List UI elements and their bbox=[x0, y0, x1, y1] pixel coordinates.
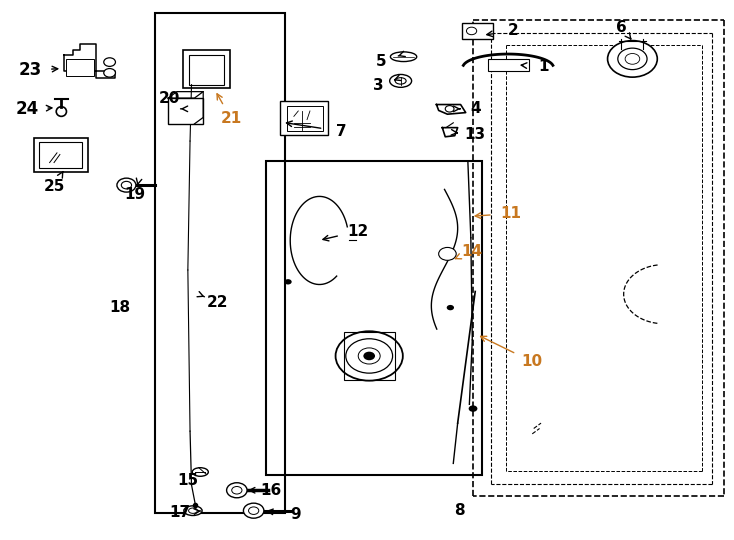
Ellipse shape bbox=[184, 506, 202, 516]
Circle shape bbox=[227, 483, 247, 498]
Circle shape bbox=[117, 178, 136, 192]
Bar bbox=[189, 55, 224, 85]
Circle shape bbox=[363, 352, 375, 360]
Text: 20: 20 bbox=[159, 91, 181, 106]
Bar bbox=[280, 102, 328, 134]
Text: 17: 17 bbox=[170, 505, 190, 521]
Circle shape bbox=[335, 331, 403, 381]
Bar bbox=[286, 106, 323, 131]
Bar bbox=[488, 59, 528, 71]
Text: 24: 24 bbox=[15, 100, 39, 118]
Circle shape bbox=[103, 58, 115, 66]
Circle shape bbox=[608, 40, 657, 77]
Circle shape bbox=[468, 406, 477, 412]
Circle shape bbox=[439, 247, 457, 260]
Bar bbox=[66, 59, 93, 76]
Circle shape bbox=[103, 69, 115, 77]
Text: 11: 11 bbox=[501, 206, 522, 221]
Text: 7: 7 bbox=[336, 124, 346, 139]
Text: 15: 15 bbox=[178, 473, 198, 488]
Text: 16: 16 bbox=[260, 483, 281, 498]
Text: 8: 8 bbox=[454, 503, 465, 518]
Text: 19: 19 bbox=[125, 187, 146, 202]
Text: 25: 25 bbox=[43, 179, 65, 194]
Bar bbox=[155, 13, 285, 513]
Ellipse shape bbox=[57, 107, 67, 116]
Text: 6: 6 bbox=[616, 19, 627, 35]
Ellipse shape bbox=[390, 75, 412, 87]
Ellipse shape bbox=[390, 52, 417, 62]
Text: 21: 21 bbox=[220, 111, 241, 126]
Text: 12: 12 bbox=[347, 224, 368, 239]
Text: 2: 2 bbox=[508, 23, 519, 38]
Text: 18: 18 bbox=[109, 300, 131, 315]
Text: 14: 14 bbox=[461, 244, 482, 259]
Text: 4: 4 bbox=[470, 102, 481, 116]
Text: 23: 23 bbox=[19, 61, 43, 79]
Text: 3: 3 bbox=[374, 78, 384, 93]
Bar bbox=[344, 332, 395, 380]
Text: 22: 22 bbox=[207, 295, 228, 310]
Ellipse shape bbox=[192, 468, 208, 476]
Bar bbox=[168, 98, 203, 124]
Bar bbox=[40, 142, 81, 168]
Text: 5: 5 bbox=[377, 54, 387, 69]
Circle shape bbox=[358, 348, 380, 364]
Bar bbox=[34, 138, 88, 172]
Circle shape bbox=[244, 503, 264, 518]
Text: 10: 10 bbox=[521, 354, 542, 369]
Text: 13: 13 bbox=[465, 127, 486, 142]
Bar bbox=[183, 50, 230, 89]
Bar bbox=[462, 23, 493, 39]
Circle shape bbox=[447, 305, 454, 310]
Circle shape bbox=[284, 279, 291, 285]
Text: 9: 9 bbox=[290, 507, 301, 522]
Bar bbox=[266, 161, 482, 475]
Text: 1: 1 bbox=[539, 59, 549, 75]
